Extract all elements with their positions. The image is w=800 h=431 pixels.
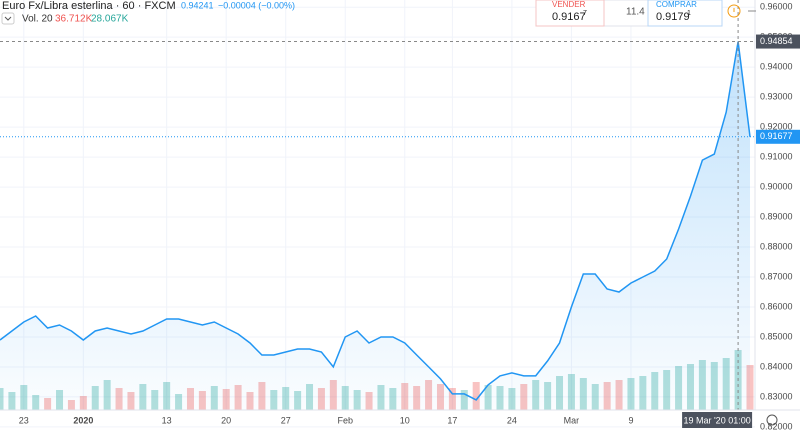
high-label-box: [756, 34, 800, 49]
x-tick-label: 13: [162, 415, 172, 425]
y-tick-label: 0.86000: [760, 301, 793, 311]
plot: [0, 0, 755, 410]
x-tick-label: 17: [447, 415, 457, 425]
last-label: 0.91677: [760, 131, 793, 141]
x-tick-label: 9: [628, 415, 633, 425]
chevron: [4, 16, 12, 21]
y-tick-label: 0.96000: [760, 2, 793, 12]
x-tick-label: 23: [19, 415, 29, 425]
buy-label: COMPRAR: [656, 0, 697, 9]
y-tick-label: 0.91000: [760, 151, 793, 161]
y-tick-label: 0.88000: [760, 241, 793, 251]
volume-reading: 28.067K: [91, 14, 129, 25]
y-tick-label: 0.87000: [760, 271, 793, 281]
volume-reading: 36.712K: [55, 14, 93, 25]
sell-label: VENDER: [552, 0, 586, 9]
area: [0, 41, 750, 410]
axes: 0.82000 0.83000 0.84000 0.85000 0.86000 0.870…: [19, 2, 800, 431]
y-tick-label: 0.82000: [760, 421, 793, 431]
x-tick-label: Feb: [337, 415, 353, 425]
x-tick-label: 27: [281, 415, 291, 425]
x-tick-label: 24: [507, 415, 517, 425]
sell-sup: 7: [583, 10, 587, 17]
buy-sup: 1: [687, 10, 691, 17]
symbol: Euro Fx/Libra esterlina · 60 · FXCM: [2, 0, 176, 12]
volume-label: Vol. 20: [22, 14, 53, 25]
sell-price: 0.9167: [552, 11, 586, 23]
line: [0, 41, 751, 401]
y-tick-label: 0.94000: [760, 62, 793, 72]
buy-price: 0.9179: [656, 11, 690, 23]
collapse-button[interactable]: [1, 12, 15, 25]
high-label: 0.94854: [760, 36, 793, 46]
y-tick-label: 0.84000: [760, 361, 793, 371]
y-tick-label: 0.90000: [760, 181, 793, 191]
x-tick-label: Mar: [564, 415, 580, 425]
spread: 11.4: [626, 7, 645, 18]
alert-icon[interactable]: [727, 4, 741, 18]
y-tick-label: 0.89000: [760, 211, 793, 221]
crosshair-label: 19 Mar '20 01:00: [683, 415, 750, 425]
settings-icon[interactable]: [766, 414, 778, 426]
crosshair-label-box: [682, 412, 753, 428]
buy-button[interactable]: [647, 0, 723, 27]
grid: [0, 0, 755, 428]
x-tick-label: 20: [221, 415, 231, 425]
volume-bar: [472, 382, 480, 410]
last-price: 0.94241: [181, 0, 214, 10]
x-tick-label: 2020: [73, 415, 93, 425]
change: −0.00004 (−0.00%): [218, 0, 295, 10]
y-tick-label: 0.85000: [760, 331, 793, 341]
sell-button[interactable]: [535, 0, 605, 27]
y-tick-label: 0.92000: [760, 121, 793, 131]
y-tick-label: 0.83000: [760, 391, 793, 401]
y-tick-label: 0.93000: [760, 92, 793, 102]
last-label-box: [756, 129, 800, 144]
x-tick-label: 10: [400, 415, 410, 425]
